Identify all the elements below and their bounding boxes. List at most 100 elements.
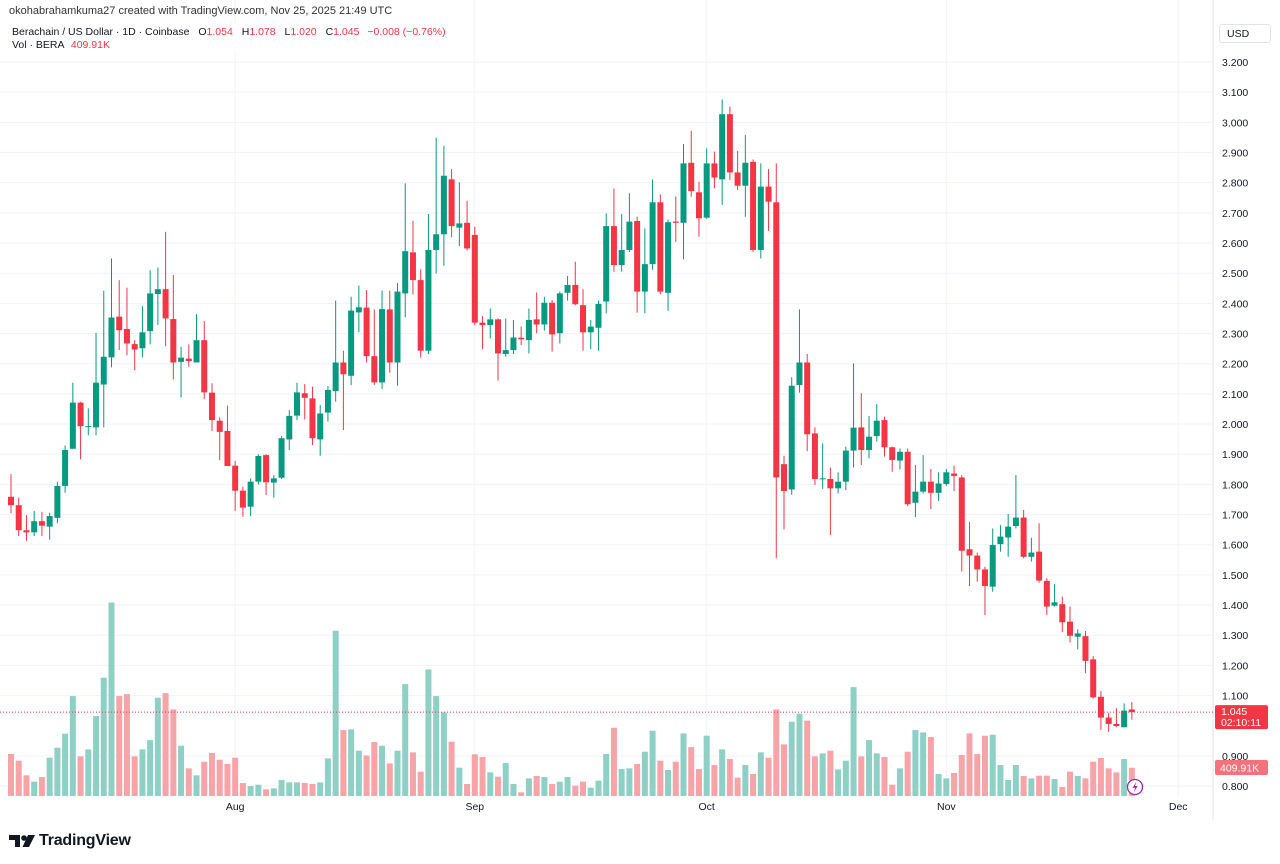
- volume-bar: [69, 696, 76, 796]
- candle-body: [726, 114, 733, 173]
- candle-body: [131, 344, 138, 350]
- volume-bar: [1005, 780, 1012, 796]
- high-label: H: [241, 26, 250, 38]
- volume-bar: [379, 745, 386, 796]
- candle-body: [1105, 717, 1112, 724]
- volume-bar: [216, 759, 223, 796]
- volume-bar: [108, 602, 115, 796]
- symbol-title[interactable]: Berachain / US Dollar · 1D · Coinbase: [12, 26, 190, 38]
- price-axis[interactable]: 3.200 3.100 3.000 2.900 2.800 2.700 2.600 2.500…: [1222, 57, 1248, 793]
- price-tick-label: 2.100: [1222, 389, 1248, 401]
- volume-bar: [456, 767, 463, 796]
- open-value: 1.054: [206, 26, 233, 38]
- volume-bar: [641, 751, 648, 796]
- volume-bar: [309, 784, 316, 796]
- candle-body: [958, 477, 965, 551]
- volume-bar: [773, 709, 780, 796]
- volume-bar: [920, 732, 927, 796]
- volume-bar: [31, 781, 38, 796]
- lightning-icon[interactable]: [1126, 778, 1144, 796]
- candle-body: [286, 415, 293, 440]
- candle-body: [680, 163, 687, 223]
- close-label: C: [325, 26, 334, 38]
- candle-body: [178, 357, 185, 362]
- volume-bar: [603, 754, 610, 796]
- candle-body: [781, 464, 787, 492]
- volume-bar: [572, 785, 579, 796]
- candle-body: [417, 280, 424, 351]
- candle-body: [850, 427, 857, 451]
- candle-body: [951, 473, 958, 476]
- candle-body: [487, 319, 494, 326]
- candle-body: [610, 226, 617, 266]
- low-value: 1.020: [290, 26, 317, 38]
- volume-bar: [402, 684, 409, 796]
- candle-body: [920, 481, 927, 492]
- candle-body: [46, 516, 53, 527]
- candle-body: [695, 192, 702, 219]
- volume-bar: [479, 757, 486, 796]
- volume-bar: [765, 757, 772, 796]
- volume-bar: [564, 777, 571, 796]
- volume-value-label: 409.91K: [1215, 760, 1268, 775]
- tradingview-logo[interactable]: TradingView: [9, 830, 131, 852]
- volume-bar: [556, 781, 563, 796]
- candle-body: [811, 433, 818, 479]
- volume-bar: [193, 775, 200, 796]
- grid-lines: [0, 0, 1214, 820]
- volume-bar: [811, 756, 818, 796]
- candle-body: [363, 307, 370, 357]
- time-tick-label: Oct: [699, 801, 715, 813]
- volume-bar: [634, 764, 641, 796]
- volume-bar: [533, 776, 540, 796]
- candle-body: [835, 481, 842, 489]
- volume-bar: [348, 729, 355, 796]
- volume-bar: [835, 769, 842, 796]
- candle-body: [711, 163, 718, 178]
- volume-bar: [1012, 765, 1019, 796]
- volume-bar: [77, 756, 84, 796]
- volume-bar: [657, 760, 664, 796]
- volume-legend-value: 409.91K: [70, 39, 110, 51]
- candle-body: [564, 284, 571, 293]
- volume-bar: [232, 757, 239, 796]
- candle-body: [433, 234, 440, 250]
- candle-body: [881, 420, 888, 448]
- candle-body: [896, 451, 903, 461]
- volume-bar: [726, 759, 733, 796]
- candle-body: [31, 521, 38, 533]
- volume-bar: [889, 784, 896, 796]
- candle-body: [1128, 709, 1135, 713]
- candle-body: [1012, 517, 1019, 527]
- price-tick-label: 1.100: [1222, 691, 1248, 703]
- candle-body: [580, 305, 587, 333]
- candle-body: [224, 430, 231, 466]
- volume-bar: [981, 735, 988, 796]
- candle-body: [278, 438, 285, 478]
- price-tick-label: 1.800: [1222, 479, 1248, 491]
- high-value: 1.078: [249, 26, 276, 38]
- candle-body: [100, 356, 107, 385]
- currency-button[interactable]: USD: [1219, 24, 1271, 43]
- candle-body: [1121, 710, 1128, 728]
- volume-title[interactable]: Vol · BERA: [12, 39, 64, 51]
- candle-body: [703, 163, 710, 218]
- candle-body: [502, 350, 509, 355]
- candle-body: [889, 447, 896, 460]
- candle-body: [719, 114, 726, 180]
- volume-bar: [866, 740, 873, 796]
- volume-bar: [610, 727, 617, 796]
- volume-bar: [595, 780, 602, 796]
- candle-body: [556, 293, 563, 334]
- candle-body: [873, 420, 880, 437]
- candle-body: [827, 478, 834, 489]
- candle-body: [402, 251, 409, 294]
- candle-body: [440, 175, 447, 235]
- candle-body: [108, 317, 115, 358]
- candle-body: [765, 186, 772, 202]
- time-axis[interactable]: Aug Sep Oct Nov Dec: [226, 801, 1188, 813]
- candle-body: [649, 202, 656, 265]
- candle-body: [123, 329, 130, 344]
- candle-body: [966, 549, 973, 556]
